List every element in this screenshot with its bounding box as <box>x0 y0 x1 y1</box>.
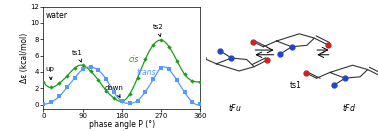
Text: $t$Fd: $t$Fd <box>342 102 356 113</box>
X-axis label: phase angle P (°): phase angle P (°) <box>89 120 155 129</box>
Y-axis label: Δε (kcal/mol): Δε (kcal/mol) <box>20 32 29 83</box>
Text: ts1: ts1 <box>290 81 301 90</box>
Text: water: water <box>46 11 68 20</box>
Text: up: up <box>46 66 54 80</box>
Text: ts1: ts1 <box>72 50 83 62</box>
Text: down: down <box>105 84 124 97</box>
Text: trans: trans <box>136 68 156 77</box>
Text: cis: cis <box>129 55 139 64</box>
Text: ts2: ts2 <box>153 24 163 37</box>
Text: $t$Fu: $t$Fu <box>228 102 242 113</box>
